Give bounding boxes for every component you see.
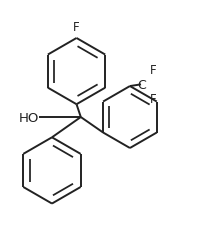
Text: F: F bbox=[150, 64, 157, 77]
Text: HO: HO bbox=[19, 111, 39, 124]
Text: C: C bbox=[137, 78, 146, 92]
Text: F: F bbox=[150, 93, 157, 106]
Text: F: F bbox=[73, 21, 80, 34]
